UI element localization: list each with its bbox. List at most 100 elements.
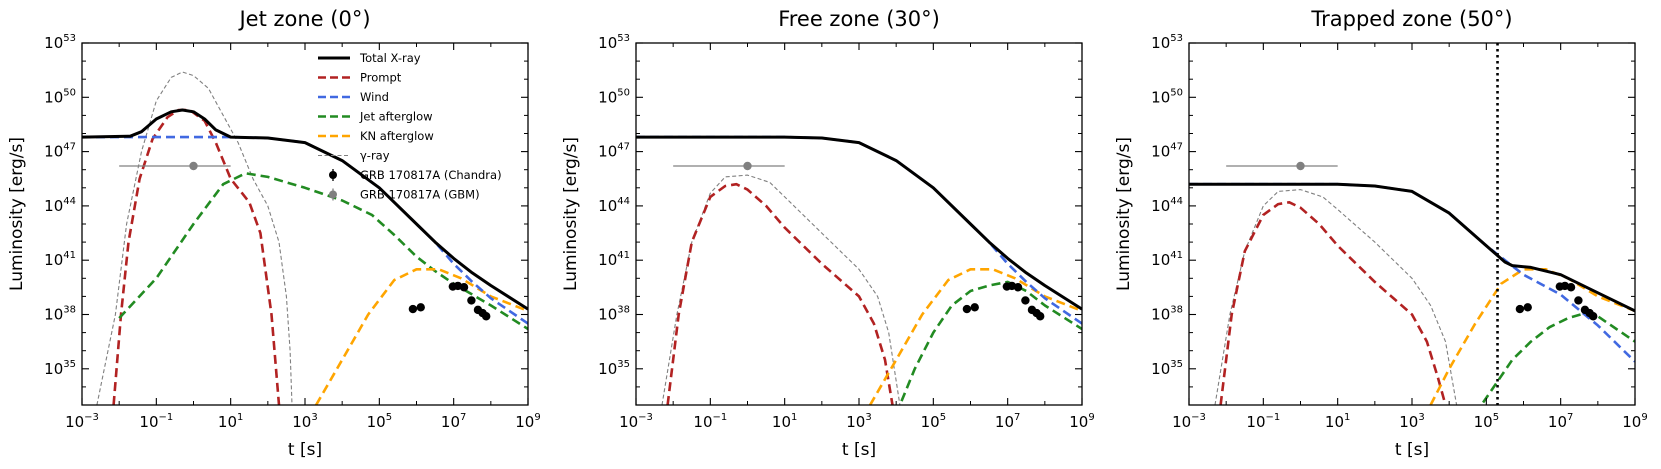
y-tick-label-base: 10	[44, 306, 63, 324]
gbm-point	[743, 161, 752, 171]
x-tick-label-exp: −1	[159, 412, 174, 423]
x-tick-label: 101	[1325, 412, 1350, 431]
y-tick-label-exp: 35	[617, 359, 630, 370]
x-tick-label-exp: 9	[534, 412, 540, 423]
y-tick-label-base: 10	[1151, 88, 1170, 106]
y-tick-label-exp: 47	[617, 142, 630, 153]
y-tick-label-exp: 38	[1170, 305, 1183, 316]
x-tick-label: 10−1	[139, 412, 173, 431]
y-tick-label-exp: 44	[1170, 196, 1183, 207]
series--ray-line	[1214, 189, 1458, 405]
y-tick-label-exp: 41	[63, 250, 76, 261]
chandra-point	[1574, 296, 1583, 305]
plot-area	[82, 71, 528, 405]
y-tick-label-base: 10	[44, 88, 63, 106]
y-tick-label: 1047	[44, 142, 76, 161]
x-tick-label: 10−1	[693, 412, 727, 431]
y-tick-label-base: 10	[1151, 143, 1170, 161]
x-tick-label-base: 10	[995, 413, 1014, 431]
legend-label: Wind	[360, 90, 389, 104]
chandra-point	[1588, 312, 1598, 321]
x-tick-label: 107	[1548, 412, 1573, 431]
legend-marker	[329, 171, 337, 179]
x-tick-label: 109	[515, 412, 540, 431]
y-axis-label: Luminosity [erg/s]	[7, 137, 27, 291]
x-tick-label-base: 10	[1069, 413, 1088, 431]
series-wind-line	[1189, 182, 1635, 363]
x-tick-label-base: 10	[1622, 413, 1641, 431]
chandra-point	[1021, 296, 1030, 305]
y-tick-label: 1044	[598, 196, 630, 215]
y-tick-label-base: 10	[598, 360, 617, 378]
y-tick-label-exp: 38	[63, 305, 76, 316]
x-tick-label-exp: 9	[1641, 412, 1647, 423]
y-tick-label-base: 10	[598, 88, 617, 106]
x-tick-label-exp: −1	[713, 412, 728, 423]
y-tick-label-exp: 50	[1170, 87, 1183, 98]
x-tick-label-exp: 3	[865, 412, 871, 423]
x-tick-label-base: 10	[1246, 413, 1265, 431]
y-tick-label-base: 10	[44, 143, 63, 161]
series-kn-afterglow-line	[1429, 268, 1635, 405]
x-tick-label: 10−3	[619, 412, 653, 431]
chandra-point	[1566, 283, 1576, 292]
x-tick-label-exp: 7	[1567, 412, 1573, 423]
y-tick-label-exp: 53	[617, 33, 630, 44]
x-tick-label-exp: 5	[940, 412, 946, 423]
y-tick-label: 1035	[44, 359, 76, 378]
x-axis-label: t [s]	[1395, 440, 1429, 460]
x-tick-label-base: 10	[1474, 413, 1493, 431]
y-tick-label-base: 10	[1151, 306, 1170, 324]
y-tick-label: 1038	[1151, 305, 1183, 324]
y-tick-label-exp: 44	[63, 196, 76, 207]
series-prompt-line	[666, 182, 894, 405]
x-tick-label: 105	[921, 412, 946, 431]
y-tick-label-exp: 41	[1170, 250, 1183, 261]
x-tick-label: 103	[1399, 412, 1424, 431]
series-jet-afterglow-line	[1479, 311, 1635, 405]
series-total-x-ray-line	[1189, 182, 1635, 313]
x-tick-label-exp: 5	[1493, 412, 1499, 423]
x-tick-label-base: 10	[292, 413, 311, 431]
series-wind-line	[82, 135, 528, 325]
y-tick-label-base: 10	[598, 34, 617, 52]
y-tick-label: 1041	[44, 250, 76, 269]
y-tick-label: 1047	[1151, 142, 1183, 161]
series-prompt-line	[1219, 201, 1447, 405]
x-tick-label-base: 10	[772, 413, 791, 431]
chandra-point	[1515, 304, 1525, 314]
panel-jet-zone: Jet zone (0°) t [s] Luminosity [erg/s] 1…	[7, 7, 541, 460]
panel-title: Trapped zone (50°)	[1310, 7, 1512, 31]
x-tick-label: 101	[218, 412, 243, 431]
y-tick-label-exp: 50	[617, 87, 630, 98]
y-tick-label: 1038	[598, 305, 630, 324]
y-tick-label-exp: 38	[617, 305, 630, 316]
x-tick-label: 10−3	[65, 412, 99, 431]
panel-title: Free zone (30°)	[778, 7, 940, 31]
y-tick-label-exp: 47	[1170, 142, 1183, 153]
x-tick-label: 10−1	[1246, 412, 1280, 431]
y-tick-label: 1047	[598, 142, 630, 161]
plot-frame	[81, 42, 529, 406]
y-tick-label-base: 10	[598, 251, 617, 269]
x-tick-label: 105	[367, 412, 392, 431]
y-tick-label: 1044	[1151, 196, 1183, 215]
x-tick-label-base: 10	[1399, 413, 1418, 431]
x-tick-label-base: 10	[846, 413, 865, 431]
panel-free-zone: Free zone (30°) t [s] Luminosity [erg/s]…	[561, 7, 1095, 460]
chandra-point	[1013, 283, 1023, 292]
x-tick-label-base: 10	[441, 413, 460, 431]
y-tick-label: 1050	[44, 87, 76, 106]
x-tick-label-base: 10	[693, 413, 712, 431]
x-tick-label-base: 10	[515, 413, 534, 431]
x-tick-label: 109	[1622, 412, 1647, 431]
x-tick-label: 103	[292, 412, 317, 431]
x-axis-label: t [s]	[288, 440, 322, 460]
series-prompt-line	[112, 108, 281, 405]
y-tick-label-base: 10	[1151, 197, 1170, 215]
series-jet-afterglow-line	[898, 280, 1082, 405]
x-tick-label: 105	[1474, 412, 1499, 431]
legend-label: Jet afterglow	[359, 110, 433, 124]
y-tick-label-base: 10	[598, 306, 617, 324]
x-tick-label-base: 10	[139, 413, 158, 431]
